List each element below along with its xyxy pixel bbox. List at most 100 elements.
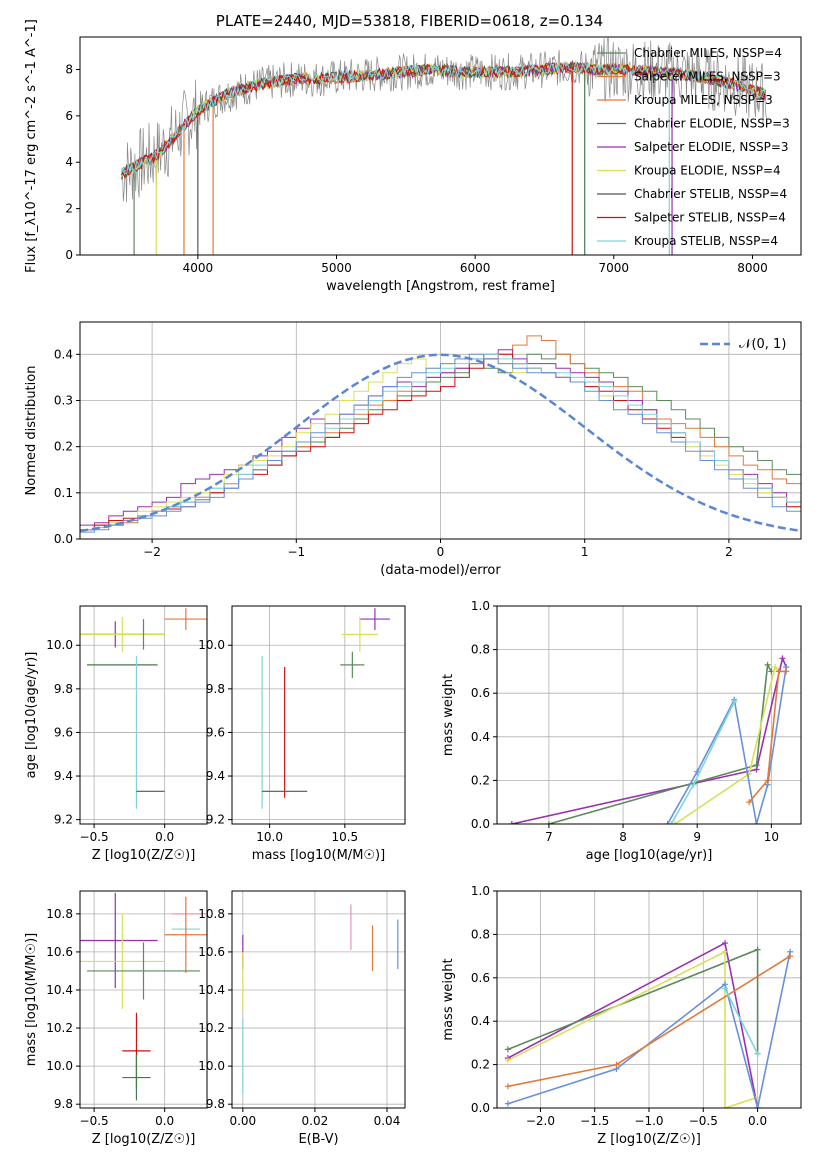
mass-weight-vs-age-marker-5-2 <box>731 698 738 705</box>
mass-weight-vs-age-line-4 <box>748 670 787 803</box>
residuals-ytick-label-1: 0.1 <box>54 486 73 500</box>
normal-curve <box>80 353 801 533</box>
mass-weight-vs-age-line-1 <box>548 662 772 824</box>
mass-weight-vs-age-marker-0-2 <box>779 655 786 662</box>
age-vs-mass-ytick-label-3: 9.8 <box>206 682 225 696</box>
mass-vs-ebv-xtick-label-1: 0.02 <box>302 1114 329 1128</box>
panel-spectrum: Chabrier MILES, NSSP=4 Salpeter MILES, NS… <box>24 19 802 294</box>
age-vs-z-xtick-label-1: 0.0 <box>155 830 174 844</box>
residuals-xtick-label-1: −1 <box>287 545 305 559</box>
residual-hist-6 <box>80 353 801 533</box>
mass-weight-vs-z-xtick-label-0: −2.0 <box>526 1114 555 1128</box>
mass-vs-ebv-xtick-label-0: 0.00 <box>229 1114 256 1128</box>
mass-weight-vs-age-marker-4-3 <box>783 668 790 675</box>
panel-residuals: 𝒩(0, 1) −2 −1 0 1 2 0.0 0.1 0.2 0.3 0.4 (data-model… <box>24 321 802 578</box>
mass-weight-vs-z-marker-4-1 <box>613 1061 620 1068</box>
spectrum-plot-area <box>121 37 767 255</box>
panel-age-vs-mass: 10.0 10.5 9.2 9.4 9.6 9.8 10.0 mass [log10(M/M☉… <box>198 605 406 863</box>
mass-vs-z-plot-area <box>80 892 207 1101</box>
residual-hist-5 <box>80 353 801 531</box>
mass-weight-vs-age-marker-3-0 <box>664 821 671 824</box>
mass-weight-vs-age-xtick-label-2: 9 <box>693 830 701 844</box>
mass-weight-vs-z-ytick-label-2: 0.4 <box>471 1014 490 1028</box>
mass-vs-ebv-ytick-label-5: 10.8 <box>198 907 225 921</box>
age-vs-mass-ytick-label-0: 9.2 <box>206 813 225 827</box>
mass-vs-z-ytick-label-3: 10.4 <box>46 983 73 997</box>
mass-weight-vs-age-xtick-label-0: 7 <box>545 830 553 844</box>
mass-weight-vs-z-marker-1-0 <box>504 1046 511 1053</box>
spectrum-legend-label-6: Chabrier STELIB, NSSP=4 <box>634 187 787 201</box>
residuals-ytick-label-0: 0.0 <box>54 532 73 546</box>
age-vs-z-ytick-label-2: 9.6 <box>54 725 73 739</box>
mass-weight-vs-z-marker-5-0 <box>722 985 728 992</box>
spectrum-xtick-label-2: 6000 <box>460 261 491 275</box>
residual-legend-label: 𝒩(0, 1) <box>739 337 786 352</box>
age-vs-z-ytick-label-4: 10.0 <box>46 638 73 652</box>
mass-weight-vs-z-marker-3-3 <box>754 1105 761 1108</box>
mass-weight-vs-z-marker-2-2 <box>722 1105 728 1108</box>
mass-weight-vs-age-ytick-label-4: 0.8 <box>471 643 490 657</box>
mass-weight-vs-age-marker-4-1 <box>764 777 771 784</box>
age-vs-z-frame <box>79 605 208 825</box>
mass-weight-vs-age-marker-3-3 <box>753 821 760 824</box>
age-vs-mass-xlabel: mass [log10(M/M☉)] <box>252 848 385 863</box>
mass-vs-ebv-ytick-label-1: 10.0 <box>198 1059 225 1073</box>
mass-weight-vs-age-line-3 <box>666 666 787 824</box>
mass-vs-z-ytick-label-5: 10.8 <box>46 907 73 921</box>
spectrum-ytick-label-3: 6 <box>65 109 73 123</box>
mass-weight-vs-age-ytick-label-3: 0.6 <box>471 686 490 700</box>
mass-weight-vs-age-marker-4-2 <box>775 668 782 675</box>
mass-weight-vs-age-line-2 <box>674 665 780 824</box>
mass-weight-vs-age-ytick-label-0: 0.0 <box>471 817 490 831</box>
mass-weight-vs-z-ytick-label-5: 1.0 <box>471 884 490 898</box>
spectrum-xtick-label-0: 4000 <box>183 261 214 275</box>
residuals-xlabel: (data-model)/error <box>380 563 501 578</box>
mass-weight-vs-z-marker-2-1 <box>722 948 728 955</box>
mass-weight-vs-age-ylabel: mass weight <box>441 674 456 756</box>
mass-weight-vs-z-line-5 <box>724 988 759 1055</box>
spectrum-xtick-label-1: 5000 <box>321 261 352 275</box>
spectrum-legend-label-5: Kroupa ELODIE, NSSP=4 <box>634 164 781 178</box>
age-vs-mass-xtick-label-1: 10.5 <box>331 830 358 844</box>
panel-mass-weight-vs-age: 7 8 9 10 0.0 0.2 0.4 0.6 0.8 1.0 age [log10(age/yr… <box>441 599 802 863</box>
spectrum-xtick-label-3: 7000 <box>599 261 630 275</box>
residuals-ylabel: Normed distribution <box>24 366 39 496</box>
mass-weight-vs-age-xtick-label-1: 8 <box>619 830 627 844</box>
mass-weight-vs-z-marker-0-1 <box>722 940 728 947</box>
mass-vs-z-xlabel: Z [log10(Z/Z☉)] <box>92 1132 196 1147</box>
mass-weight-vs-age-line-0 <box>511 655 787 824</box>
residuals-ytick-label-4: 0.4 <box>54 347 73 361</box>
spectrum-legend-label-2: Kroupa MILES, NSSP=3 <box>634 93 773 107</box>
mass-weight-vs-z-xlabel: Z [log10(Z/Z☉)] <box>597 1132 701 1147</box>
mass-weight-vs-z-ytick-label-3: 0.6 <box>471 971 490 985</box>
mass-vs-z-xtick-label-0: −0.5 <box>80 1114 109 1128</box>
mass-weight-vs-z-plot-area <box>504 940 794 1108</box>
spectrum-ytick-label-0: 0 <box>65 248 73 262</box>
panel-mass-vs-z: −0.5 0.0 9.8 10.0 10.2 10.4 10.6 10.8 Z [log10(Z… <box>24 890 208 1147</box>
age-vs-mass-ytick-label-2: 9.6 <box>206 725 225 739</box>
mass-vs-ebv-ytick-label-3: 10.4 <box>198 983 225 997</box>
residuals-xtick-label-4: 2 <box>725 545 733 559</box>
mass-weight-vs-age-frame <box>496 605 802 825</box>
mass-weight-vs-age-ytick-label-5: 1.0 <box>471 599 490 613</box>
residuals-ytick-label-3: 0.3 <box>54 393 73 407</box>
age-vs-z-xlabel: Z [log10(Z/Z☉)] <box>92 848 196 863</box>
mass-weight-vs-age-xtick-label-3: 10 <box>764 830 779 844</box>
spectrum-ytick-label-1: 2 <box>65 202 73 216</box>
mass-weight-vs-z-line-2 <box>507 950 758 1108</box>
mass-weight-vs-age-marker-4-0 <box>746 799 753 806</box>
spectrum-xtick-label-4: 8000 <box>737 261 768 275</box>
age-vs-z-xtick-label-0: −0.5 <box>80 830 109 844</box>
age-vs-mass-frame <box>231 605 406 825</box>
spectrum-legend-label-1: Salpeter MILES, NSSP=3 <box>634 70 781 84</box>
spectrum-legend-label-8: Kroupa STELIB, NSSP=4 <box>634 234 778 248</box>
spectrum-xlabel: wavelength [Angstrom, rest frame] <box>326 279 555 294</box>
spectrum-legend-label-7: Salpeter STELIB, NSSP=4 <box>634 211 786 225</box>
age-vs-z-ylabel: age [log10(age/yr)] <box>24 652 39 779</box>
mass-weight-vs-age-marker-2-2 <box>772 664 779 671</box>
mass-weight-vs-z-marker-2-0 <box>504 1057 511 1064</box>
mass-weight-vs-z-marker-5-1 <box>754 1050 761 1057</box>
mass-vs-z-ytick-label-0: 9.8 <box>54 1097 73 1111</box>
mass-weight-vs-age-ytick-label-1: 0.2 <box>471 773 490 787</box>
